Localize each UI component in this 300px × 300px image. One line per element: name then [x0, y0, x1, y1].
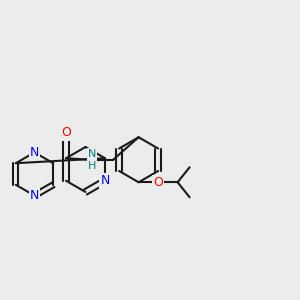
Text: N: N: [100, 174, 110, 187]
Text: O: O: [153, 176, 163, 189]
Text: N
H: N H: [88, 149, 96, 170]
Text: O: O: [61, 126, 71, 139]
Text: N: N: [30, 146, 39, 159]
Text: N: N: [30, 189, 39, 202]
